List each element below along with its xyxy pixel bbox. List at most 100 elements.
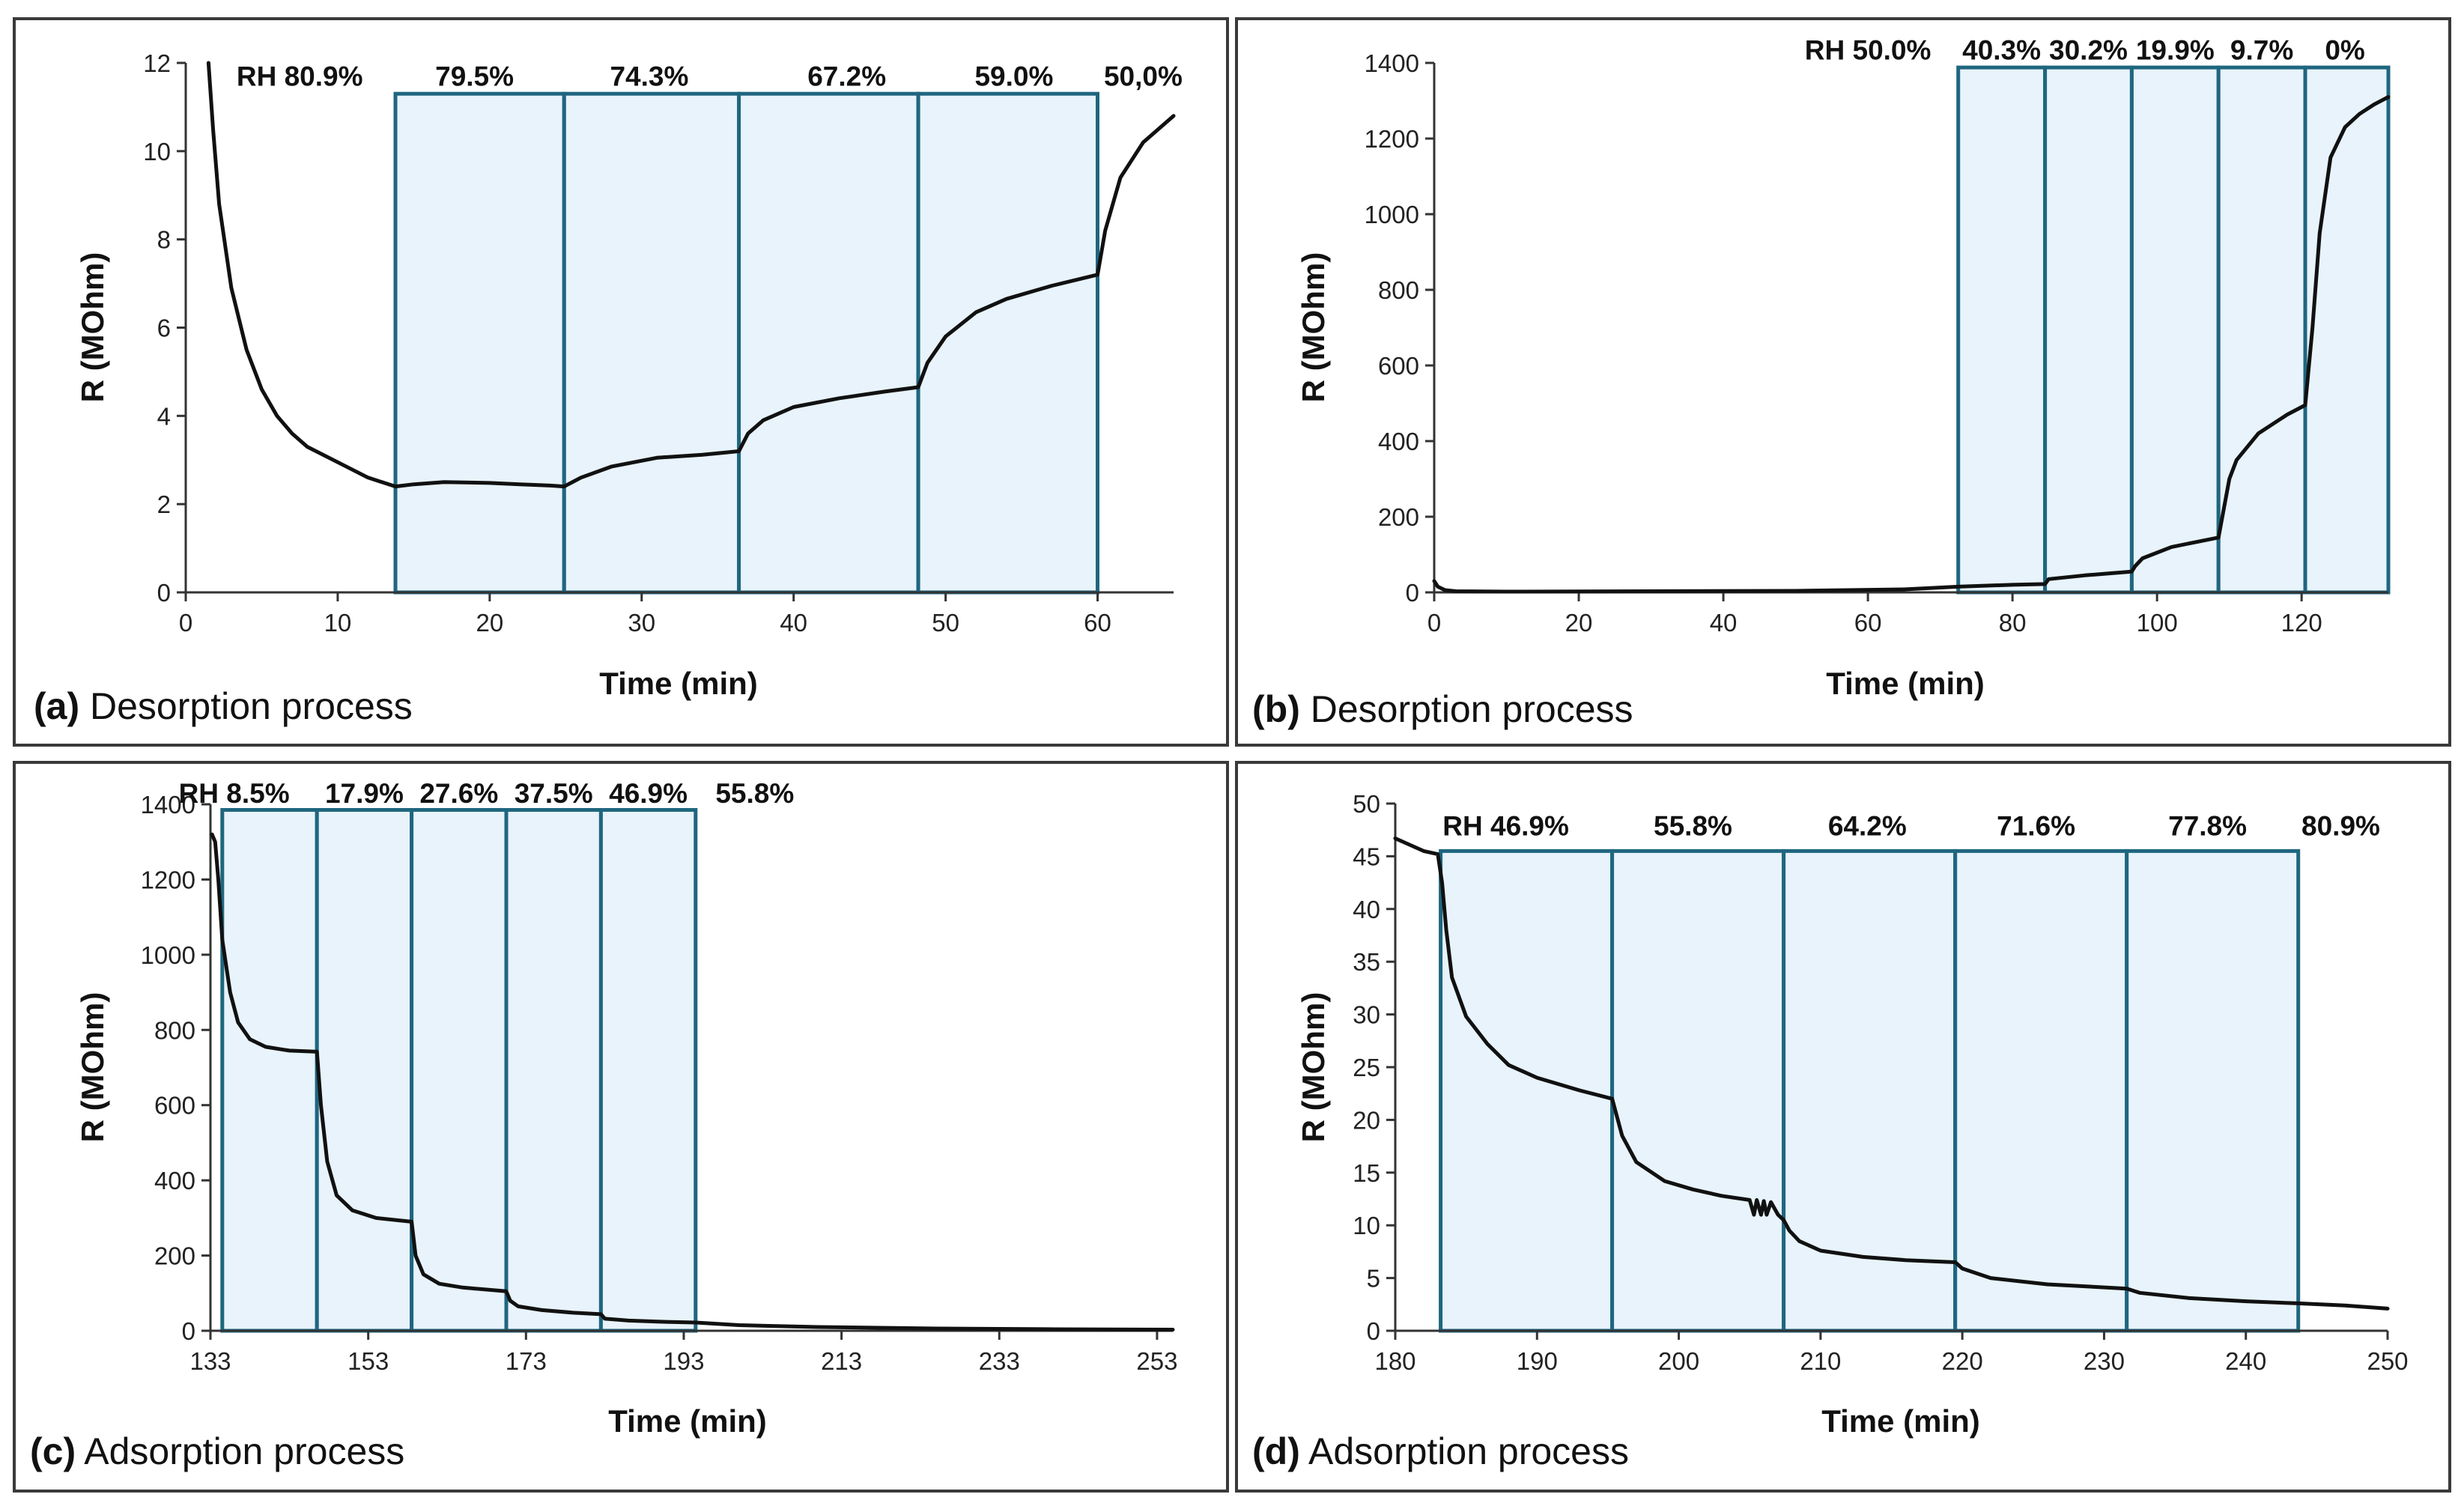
panel-d-tag: (d)	[1252, 1430, 1300, 1472]
panel-b-y-tick-label: 400	[1378, 428, 1419, 455]
panel-b-rh-step-box	[1956, 65, 2047, 595]
panel-b-rh-label: 0%	[2325, 34, 2364, 65]
panel-d-caption: (d) Adsorption process	[1252, 1430, 1629, 1472]
panel-b-y-tick-label: 1400	[1365, 49, 1419, 77]
panel-b-series-line	[1432, 95, 2391, 594]
panel-b-rh-label: 19.9%	[2136, 34, 2215, 65]
panel-a-y-tick-label: 2	[157, 491, 171, 518]
panel-a-x-tick-label: 60	[1084, 609, 1111, 637]
panel-b-rh-step-box	[2216, 65, 2307, 595]
panel-b-rh-label: RH 50.0%	[1805, 34, 1932, 65]
panel-a-rh-label: RH 80.9%	[237, 61, 363, 92]
panel-c-rh-label: 55.8%	[715, 778, 794, 809]
panel-d-y-tick-label: 30	[1353, 1001, 1380, 1029]
panel-d-y-tick-label: 35	[1353, 948, 1380, 976]
panel-d-rh-step-box	[1782, 848, 1958, 1333]
panel-b: 0 200 400 600 800 1000 1200 1400 0 20 40 60 80 100 120…	[1235, 17, 2451, 747]
panel-b-x-tick-label: 0	[1427, 609, 1441, 637]
panel-c-x-tick-label: 173	[506, 1347, 547, 1375]
panel-d-x-tick-label: 250	[2367, 1347, 2408, 1375]
panel-a-rh-label: 50,0%	[1104, 61, 1183, 92]
panel-d-y-tick-label: 15	[1353, 1159, 1380, 1187]
panel-c-rh-label: RH 8.5%	[179, 778, 290, 809]
panel-a-title: Desorption process	[90, 685, 413, 727]
panel-a-ylabel: R (MOhm)	[75, 252, 110, 403]
panel-d-rh-step-box	[2125, 848, 2301, 1333]
panel-d-y-tick-label: 45	[1353, 842, 1380, 870]
panel-a-series-line	[206, 61, 1176, 489]
panel-c-series-line	[210, 832, 1175, 1332]
panel-c-title: Adsorption process	[84, 1430, 404, 1472]
panel-c-rh-label: 37.5%	[515, 778, 593, 809]
panel-c-y-tick-label: 1200	[141, 866, 195, 893]
panel-c-tag: (c)	[30, 1430, 76, 1472]
panel-b-x-tick-label: 60	[1854, 609, 1882, 637]
panel-a-rh-step-box	[737, 91, 920, 595]
panel-b-y-tick-label: 600	[1378, 352, 1419, 380]
panel-c-plot: 0 200 400 600 800 1000 1200 1400 133 153 173 193 213…	[141, 778, 1178, 1375]
panel-a-y-tick-label: 6	[157, 315, 171, 342]
panel-b-rh-step-box	[2303, 65, 2391, 595]
panel-a-rh-label: 67.2%	[807, 61, 886, 92]
panel-a-y-tick-label: 8	[157, 226, 171, 254]
panel-b-plot: 0 200 400 600 800 1000 1200 1400 0 20 40 60 80 100 120…	[1365, 34, 2391, 637]
panel-d-y-tick-label: 50	[1353, 790, 1380, 818]
panel-c-y-tick-label: 200	[154, 1242, 195, 1270]
panel-d-rh-label: 77.8%	[2168, 811, 2247, 842]
panel-a-x-tick-label: 0	[179, 609, 192, 637]
panel-b-y-tick-label: 1000	[1365, 201, 1419, 228]
panel-c-y-tick-label: 1000	[141, 941, 195, 969]
panel-b-x-tick-label: 20	[1565, 609, 1593, 637]
panel-b-rh-step-box	[2043, 65, 2134, 595]
panel-d-rh-step-box	[1953, 848, 2129, 1333]
panel-c-rh-label: 46.9%	[609, 778, 688, 809]
panel-d-rh-label: 64.2%	[1828, 811, 1907, 842]
panel-b-x-tick-label: 120	[2281, 609, 2322, 637]
panel-c-caption: (c) Adsorption process	[30, 1430, 404, 1472]
panel-b-title: Desorption process	[1311, 688, 1633, 730]
panel-a-rh-step-box	[916, 91, 1099, 595]
panel-a-rh-label: 79.5%	[435, 61, 514, 92]
panel-b-y-tick-label: 0	[1406, 579, 1419, 607]
panel-d-y-tick-label: 40	[1353, 896, 1380, 923]
panel-c-y-tick-label: 800	[154, 1016, 195, 1044]
panel-b-rh-label: 30.2%	[2049, 34, 2128, 65]
panel-a-plot: 0 2 4 6 8 10 12 0 10 20 30 40 50 60 RH 80.9% 79.5% 74.3%…	[143, 49, 1183, 637]
panel-a-x-tick-label: 30	[628, 609, 655, 637]
panel-c-x-tick-label: 233	[979, 1347, 1020, 1375]
panel-d-x-tick-label: 190	[1517, 1347, 1558, 1375]
panel-a-y-tick-label: 10	[143, 138, 171, 166]
panel-c-y-tick-label: 600	[154, 1092, 195, 1120]
panel-d-x-tick-label: 180	[1374, 1347, 1415, 1375]
panel-d-x-tick-label: 210	[1800, 1347, 1841, 1375]
panel-d-plot: 0 5 10 15 20 25 30 35 40 45 50 180 190 200 210 220 230 24…	[1353, 790, 2408, 1375]
panel-c-rh-step-box	[315, 808, 414, 1333]
panel-c-rh-step-box	[504, 808, 603, 1333]
panel-d-y-tick-label: 20	[1353, 1106, 1380, 1134]
panel-b-x-tick-label: 40	[1710, 609, 1738, 637]
panel-a-rh-label: 74.3%	[610, 61, 688, 92]
panel-c-x-tick-label: 193	[663, 1347, 704, 1375]
panel-c-rh-step-box	[220, 808, 319, 1333]
panel-c-y-tick-label: 1400	[141, 791, 195, 819]
panel-a: 0 2 4 6 8 10 12 0 10 20 30 40 50 60 RH 80.9% 79.5% 74.3%…	[13, 17, 1229, 747]
panel-c-x-tick-label: 133	[189, 1347, 231, 1375]
panel-d: 0 5 10 15 20 25 30 35 40 45 50 180 190 200 210 220 230 24…	[1235, 761, 2451, 1493]
panel-b-rh-label: 40.3%	[1962, 34, 2041, 65]
panel-b-rh-label: 9.7%	[2230, 34, 2293, 65]
panel-b-tag: (b)	[1252, 688, 1300, 730]
panel-d-y-tick-label: 5	[1367, 1265, 1380, 1293]
panel-b-rh-step-box	[2129, 65, 2221, 595]
panel-a-y-tick-label: 0	[157, 579, 171, 607]
panel-a-caption: (a) Desorption process	[34, 685, 413, 727]
panel-c-rh-step-box	[410, 808, 509, 1333]
panel-a-x-tick-label: 10	[324, 609, 352, 637]
panel-d-x-tick-label: 220	[1942, 1347, 1983, 1375]
panel-b-caption: (b) Desorption process	[1252, 688, 1633, 730]
panel-d-rh-label: 80.9%	[2301, 811, 2380, 842]
panel-d-title: Adsorption process	[1308, 1430, 1629, 1472]
panel-d-y-tick-label: 25	[1353, 1054, 1380, 1081]
panel-b-y-tick-label: 1200	[1365, 125, 1419, 153]
panel-a-tag: (a)	[34, 685, 79, 727]
panel-b-y-tick-label: 200	[1378, 503, 1419, 531]
